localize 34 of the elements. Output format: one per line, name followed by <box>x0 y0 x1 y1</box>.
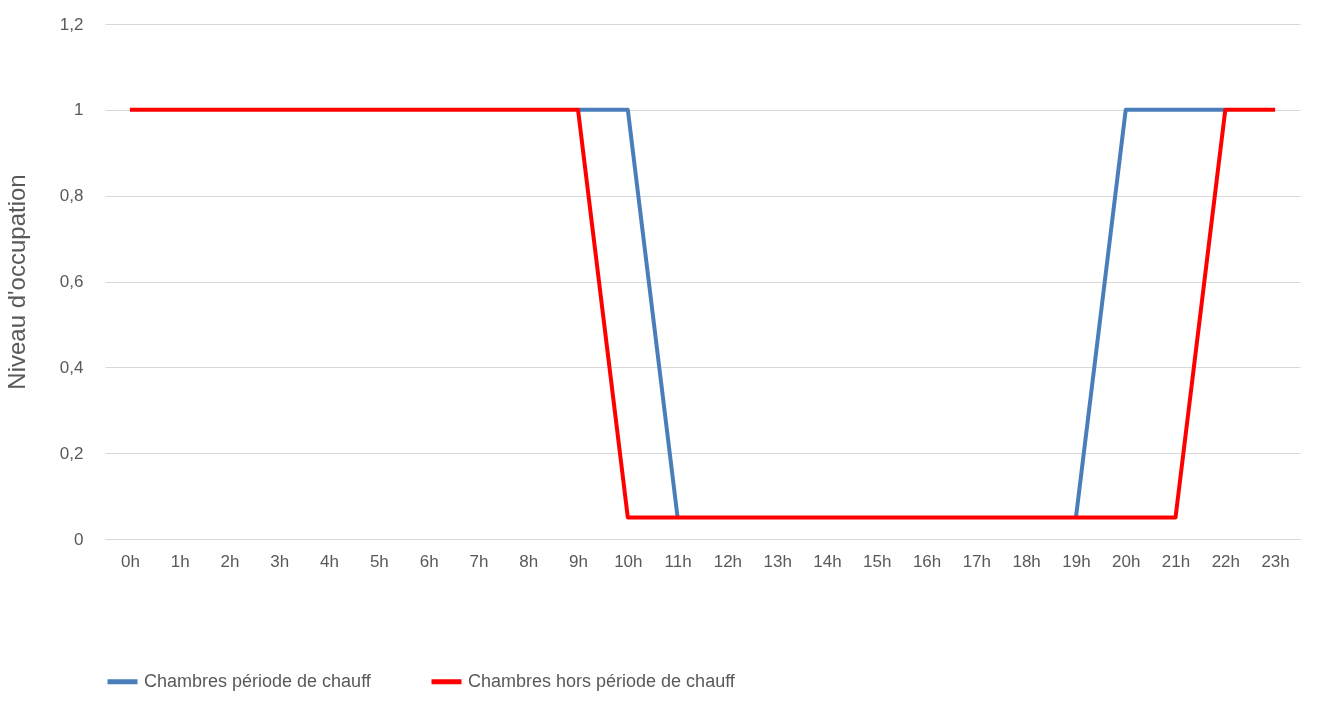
y-tick-label: 0,4 <box>59 357 84 377</box>
x-tick-label: 6h <box>419 551 439 571</box>
x-tick-label: 1h <box>170 551 190 571</box>
x-tick-label: 14h <box>813 551 842 571</box>
y-tick-label: 1 <box>74 100 84 120</box>
y-tick-label: 0 <box>74 529 84 549</box>
x-tick-label: 13h <box>763 551 792 571</box>
x-tick-label: 16h <box>912 551 942 571</box>
y-tick-label: 1,2 <box>59 14 84 34</box>
x-tick-label: 17h <box>962 551 992 571</box>
x-tick-label: 20h <box>1112 551 1141 571</box>
x-tick-label: 8h <box>519 551 539 571</box>
x-tick-label: 3h <box>270 551 290 571</box>
y-tick-label: 0,8 <box>59 186 84 206</box>
legend-label: Chambres hors période de chauff <box>468 670 736 691</box>
y-tick-label: 0,2 <box>59 443 84 463</box>
x-tick-label: 19h <box>1062 551 1091 571</box>
y-axis-title: Niveau d'occupation <box>2 174 30 390</box>
x-tick-label: 7h <box>469 551 489 571</box>
x-tick-label: 12h <box>713 551 743 571</box>
legend-label: Chambres période de chauff <box>144 670 372 691</box>
x-tick-label: 21h <box>1161 551 1191 571</box>
x-tick-label: 22h <box>1211 551 1240 571</box>
x-tick-label: 11h <box>664 551 692 571</box>
x-tick-label: 4h <box>320 551 340 571</box>
x-tick-label: 23h <box>1261 551 1290 571</box>
y-tick-label: 0,6 <box>59 272 84 291</box>
x-tick-label: 2h <box>220 551 240 571</box>
x-tick-label: 5h <box>369 551 389 571</box>
x-tick-label: 0h <box>120 551 140 571</box>
x-tick-label: 15h <box>863 551 892 571</box>
x-tick-label: 10h <box>614 551 643 571</box>
x-tick-label: 9h <box>569 551 588 571</box>
x-tick-label: 18h <box>1012 551 1041 571</box>
